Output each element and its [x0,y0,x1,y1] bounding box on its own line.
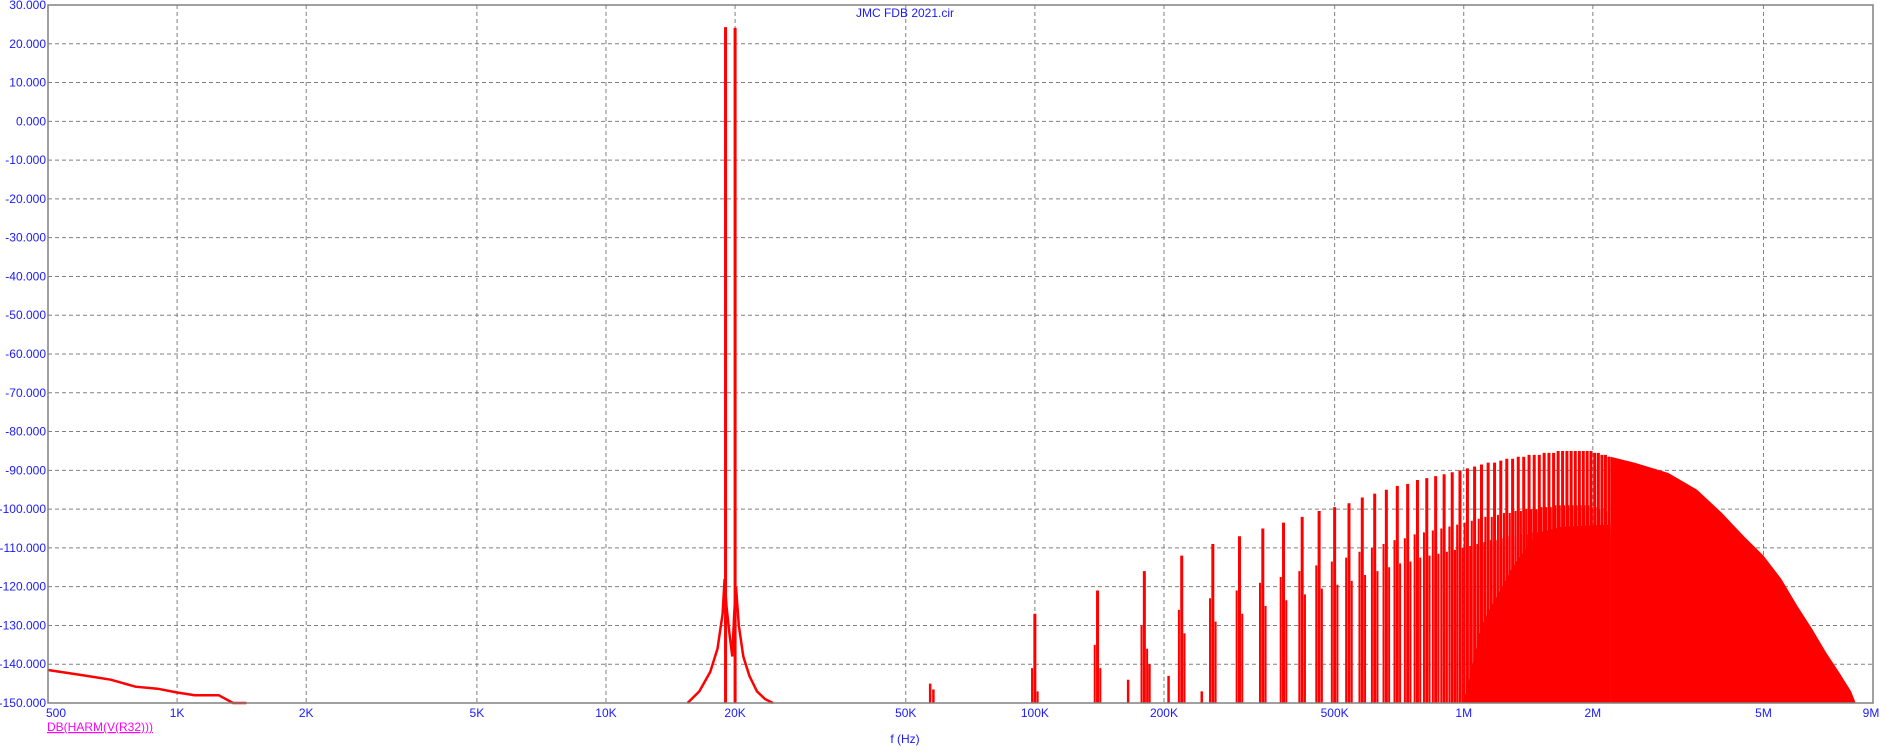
trace-legend-label[interactable]: DB(HARM(V(R32))) [47,720,153,734]
x-tick-label: 500 [46,706,66,720]
x-axis-label: f (Hz) [890,732,919,746]
x-tick-label: 5M [1755,706,1772,720]
y-tick-label: 30.000 [9,0,46,12]
x-tick-label: 100K [1021,706,1049,720]
y-tick-label: -60.000 [5,347,46,361]
fundamental-skirt-curve [686,578,774,705]
y-tick-label: -100.000 [0,502,46,516]
y-tick-labels: 30.000 20.000 10.000 0.000 -10.000 -20.000 -30… [0,0,46,710]
x-tick-label: 2K [299,706,314,720]
x-tick-label: 2M [1585,706,1602,720]
plot-frame [47,4,1874,704]
y-tick-label: -90.000 [5,463,46,477]
y-tick-label: -130.000 [0,618,46,632]
trace-data [47,27,1856,705]
y-tick-label: -70.000 [5,386,46,400]
x-tick-label: 200K [1150,706,1178,720]
low-frequency-noise-curve [47,668,247,705]
chart-title: JMC FDB 2021.cir [856,6,954,20]
y-tick-label: -40.000 [5,269,46,283]
y-tick-label: -20.000 [5,192,46,206]
y-tick-label: -110.000 [0,541,46,555]
dense-envelope-fill [1610,456,1856,703]
y-tick-label: -120.000 [0,580,46,594]
x-tick-label: 5K [470,706,485,720]
y-tick-label: -10.000 [5,153,46,167]
x-tick-label: 20K [724,706,745,720]
dense-floor-fill [1463,524,1611,703]
x-tick-label: 9M [1863,706,1880,720]
x-tick-label: 1M [1455,706,1472,720]
y-tick-label: -30.000 [5,231,46,245]
y-tick-label: 10.000 [9,76,46,90]
y-tick-label: -50.000 [5,308,46,322]
x-tick-labels: 500 1K 2K 5K 10K 20K 50K 100K 200K 500K 1M 2M 5M 9M [46,706,1879,720]
y-tick-label: 0.000 [16,114,46,128]
x-tick-label: 10K [595,706,616,720]
y-tick-label: 20.000 [9,37,46,51]
y-tick-label: -80.000 [5,425,46,439]
x-tick-label: 1K [170,706,185,720]
y-tick-label: -140.000 [0,657,46,671]
x-tick-label: 50K [895,706,916,720]
y-tick-label: -150.000 [0,696,46,710]
x-tick-label: 500K [1321,706,1349,720]
